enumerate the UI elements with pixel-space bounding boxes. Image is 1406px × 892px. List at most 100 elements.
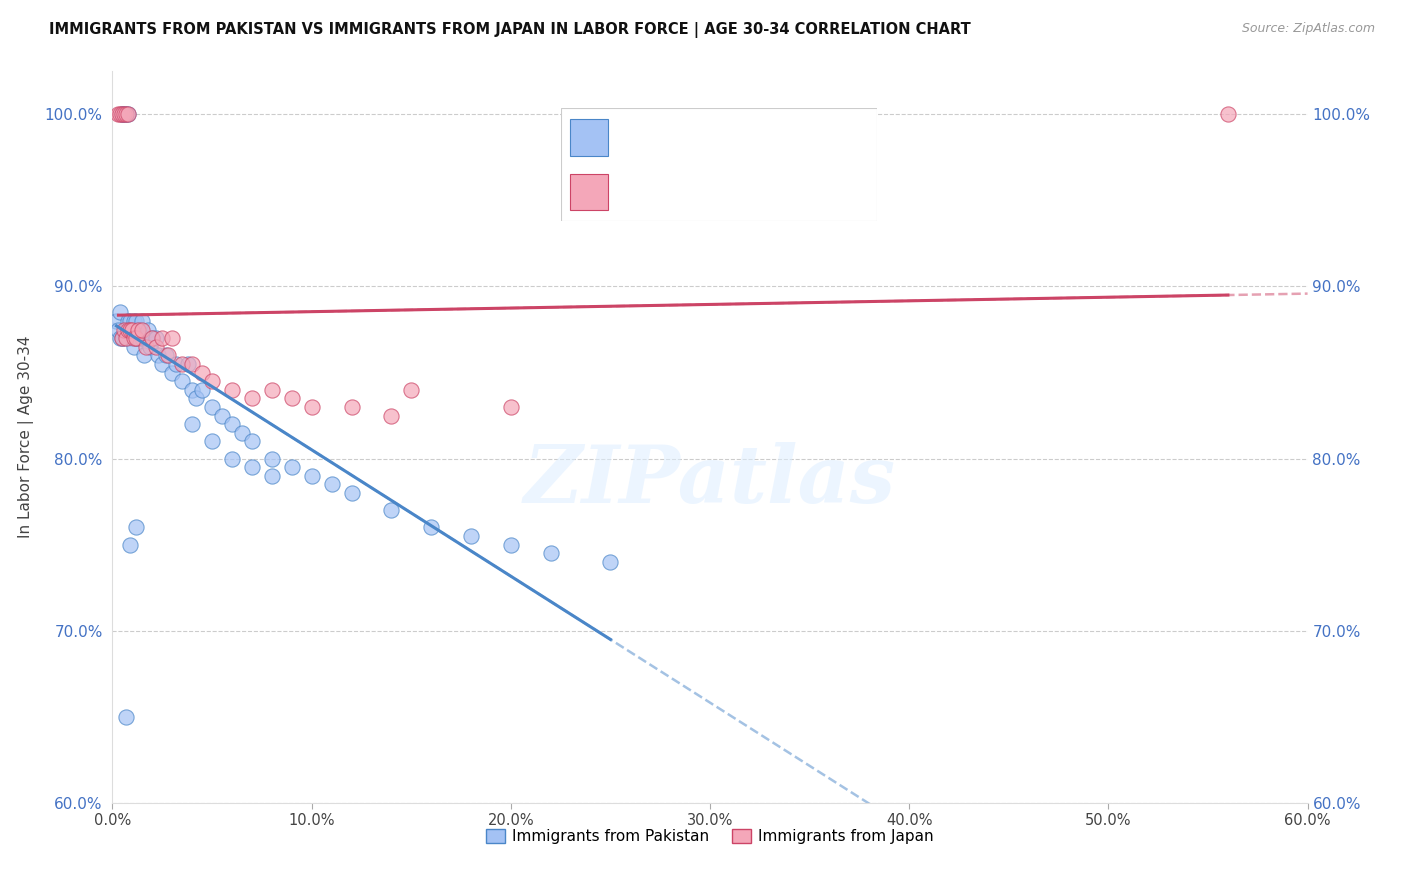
- Point: [221, 383, 243, 397]
- Point: [129, 322, 152, 336]
- Point: [124, 314, 146, 328]
- Point: [460, 529, 482, 543]
- Point: [115, 107, 138, 121]
- Point: [134, 348, 156, 362]
- Point: [135, 340, 157, 354]
- Point: [105, 314, 128, 328]
- Point: [117, 322, 139, 336]
- Point: [131, 314, 153, 328]
- Point: [127, 331, 149, 345]
- Point: [107, 322, 129, 336]
- Point: [150, 331, 173, 345]
- Text: IMMIGRANTS FROM PAKISTAN VS IMMIGRANTS FROM JAPAN IN LABOR FORCE | AGE 30-34 COR: IMMIGRANTS FROM PAKISTAN VS IMMIGRANTS F…: [49, 22, 972, 38]
- Point: [1216, 107, 1239, 121]
- Text: ZIPatlas: ZIPatlas: [524, 442, 896, 520]
- Point: [125, 314, 148, 328]
- Point: [260, 468, 283, 483]
- Point: [540, 546, 562, 560]
- Point: [162, 331, 183, 345]
- Point: [165, 357, 187, 371]
- Point: [117, 107, 139, 121]
- Point: [155, 348, 177, 362]
- Point: [114, 107, 135, 121]
- Point: [380, 409, 402, 423]
- Point: [281, 460, 304, 475]
- Point: [499, 538, 522, 552]
- Point: [120, 322, 142, 336]
- Point: [120, 314, 142, 328]
- Legend: Immigrants from Pakistan, Immigrants from Japan: Immigrants from Pakistan, Immigrants fro…: [479, 822, 941, 850]
- Point: [181, 357, 204, 371]
- Point: [340, 486, 363, 500]
- Point: [401, 383, 423, 397]
- Point: [181, 383, 204, 397]
- Point: [380, 503, 402, 517]
- Point: [117, 314, 139, 328]
- Point: [111, 107, 134, 121]
- Point: [111, 107, 134, 121]
- Point: [231, 425, 253, 440]
- Point: [124, 331, 146, 345]
- Point: [115, 331, 138, 345]
- Point: [186, 392, 208, 406]
- Point: [141, 331, 163, 345]
- Point: [340, 400, 363, 414]
- Point: [240, 460, 263, 475]
- Point: [107, 107, 129, 121]
- Point: [191, 366, 214, 380]
- Point: [121, 322, 143, 336]
- Point: [114, 322, 135, 336]
- Point: [157, 348, 180, 362]
- Point: [121, 322, 143, 336]
- Point: [301, 400, 323, 414]
- Point: [131, 331, 153, 345]
- Point: [141, 331, 163, 345]
- Point: [124, 340, 146, 354]
- Point: [111, 331, 134, 345]
- Point: [115, 322, 138, 336]
- Point: [172, 357, 194, 371]
- Point: [420, 520, 443, 534]
- Point: [211, 409, 233, 423]
- Point: [111, 107, 134, 121]
- Point: [301, 468, 323, 483]
- Point: [260, 383, 283, 397]
- Point: [117, 107, 139, 121]
- Point: [110, 107, 132, 121]
- Point: [120, 538, 142, 552]
- Point: [162, 366, 183, 380]
- Point: [240, 392, 263, 406]
- Point: [177, 357, 200, 371]
- Point: [114, 331, 135, 345]
- Point: [127, 322, 149, 336]
- Point: [201, 400, 224, 414]
- Point: [117, 331, 139, 345]
- Point: [221, 451, 243, 466]
- Point: [148, 348, 170, 362]
- Point: [115, 107, 138, 121]
- Point: [172, 374, 194, 388]
- Point: [221, 417, 243, 432]
- Point: [114, 107, 135, 121]
- Point: [321, 477, 343, 491]
- Point: [260, 451, 283, 466]
- Point: [138, 322, 160, 336]
- Text: Source: ZipAtlas.com: Source: ZipAtlas.com: [1241, 22, 1375, 36]
- Point: [135, 331, 157, 345]
- Point: [131, 322, 153, 336]
- Point: [145, 331, 167, 345]
- Point: [139, 340, 162, 354]
- Point: [150, 357, 173, 371]
- Point: [120, 322, 142, 336]
- Y-axis label: In Labor Force | Age 30-34: In Labor Force | Age 30-34: [18, 335, 34, 539]
- Point: [125, 331, 148, 345]
- Point: [191, 383, 214, 397]
- Point: [125, 331, 148, 345]
- Point: [110, 305, 132, 319]
- Point: [181, 417, 204, 432]
- Point: [201, 374, 224, 388]
- Point: [145, 340, 167, 354]
- Point: [125, 520, 148, 534]
- Point: [111, 331, 134, 345]
- Point: [115, 710, 138, 724]
